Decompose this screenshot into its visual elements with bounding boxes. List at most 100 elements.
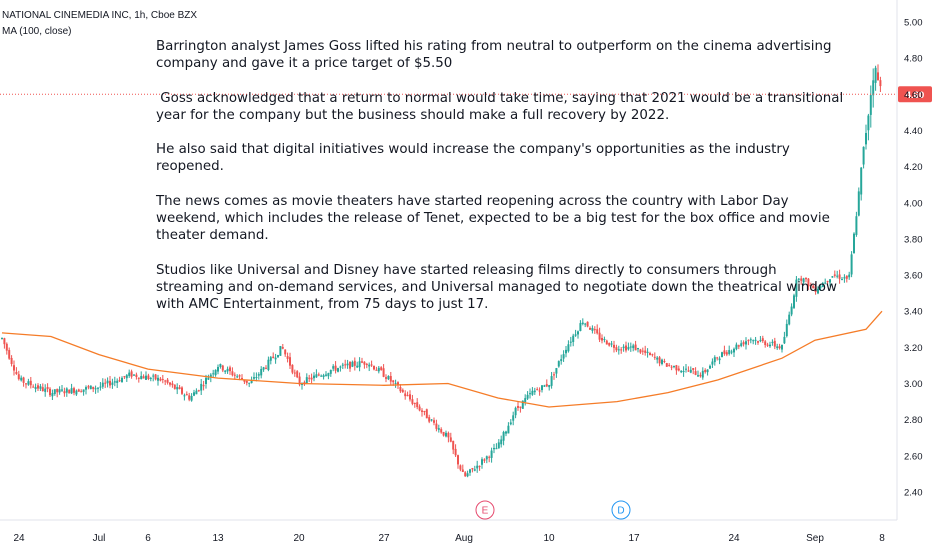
candle-body [764, 341, 767, 346]
candle-body [137, 377, 140, 379]
candle-body [800, 278, 803, 281]
note-paragraph: Barrington analyst James Goss lifted his… [156, 39, 836, 72]
candle-body [699, 374, 702, 377]
candle-body [229, 367, 231, 372]
candle-body [363, 361, 366, 365]
candle-body [181, 387, 183, 394]
candle-body [313, 375, 315, 379]
candle-body [339, 366, 342, 368]
candle-body [610, 343, 613, 345]
candle-body [370, 364, 373, 366]
event-circle [611, 500, 631, 520]
candle-body [173, 384, 176, 389]
candle-body [219, 364, 222, 367]
candle-body [65, 388, 68, 393]
candle-body [502, 431, 505, 441]
candle-body [82, 389, 85, 392]
y-tick-label: 3.60 [904, 271, 923, 282]
candle-body [41, 387, 44, 392]
last-price-line-layer: 4.60 [0, 86, 932, 103]
candle-body [351, 361, 354, 367]
candle-body [829, 279, 831, 283]
candle-body [454, 448, 457, 456]
candle-body [867, 115, 870, 131]
candle-body [10, 357, 13, 364]
y-tick-label: 3.40 [904, 307, 923, 318]
candle-body [425, 409, 428, 419]
y-tick-label: 4.20 [904, 162, 923, 173]
candle-body [233, 374, 236, 376]
candle-body [445, 432, 447, 437]
candle-body [413, 403, 416, 405]
candle-body [399, 387, 402, 392]
candle-body [46, 386, 49, 389]
candle-body [788, 314, 791, 325]
candle-body [625, 345, 627, 351]
candle-body [123, 376, 126, 378]
candle-body [843, 277, 846, 279]
candle-body [202, 385, 205, 387]
candle-body [392, 380, 395, 383]
note-paragraph: He also said that digital initiatives wo… [156, 142, 795, 175]
candle-body [327, 373, 330, 377]
candle-body [773, 340, 776, 347]
candle-body [89, 385, 92, 390]
candle-body [701, 370, 704, 378]
x-tick-label: 8 [879, 533, 885, 544]
candle-body [344, 364, 347, 366]
candle-body [769, 344, 771, 347]
chart-notes: Barrington analyst James Goss lifted his… [156, 38, 846, 330]
candle-body [543, 385, 546, 387]
candle-body [555, 368, 558, 374]
candle-body [574, 334, 577, 336]
candle-body [709, 365, 711, 369]
candle-body [622, 346, 625, 349]
candle-body [248, 382, 251, 384]
candle-body [548, 384, 551, 388]
candle-body [593, 329, 596, 331]
candle-body [286, 356, 289, 359]
candle-body [826, 280, 829, 282]
candle-body [661, 359, 663, 364]
candle-body [200, 383, 203, 391]
candle-body [469, 469, 471, 473]
candle-body [713, 357, 716, 363]
candle-body [106, 380, 109, 384]
candle-body [97, 387, 99, 389]
indicator-legend[interactable]: MA (100, close) [2, 26, 72, 37]
candle-body [104, 382, 107, 384]
candle-body [673, 366, 675, 368]
candle-body [226, 368, 229, 372]
candle-body [404, 393, 407, 397]
candle-body [473, 469, 476, 471]
candle-body [92, 386, 95, 390]
candle-body [135, 374, 138, 378]
note-paragraph: Goss acknowledged that a return to norma… [156, 90, 848, 123]
x-tick-label: 6 [145, 533, 151, 544]
candle-body [279, 346, 282, 356]
candle-body [615, 347, 618, 351]
candle-body [109, 380, 111, 386]
candle-body [874, 67, 877, 83]
candle-body [783, 336, 786, 344]
y-tick-label: 2.60 [904, 451, 923, 462]
candle-body [802, 278, 805, 283]
candle-body [152, 375, 155, 377]
candle-body [39, 386, 42, 389]
candle-body [665, 363, 668, 367]
candle-body [209, 374, 212, 378]
candle-body [128, 372, 131, 376]
candle-body [169, 382, 171, 385]
candle-body [541, 385, 543, 391]
candle-body [514, 407, 517, 416]
candle-body [245, 380, 248, 383]
candle-body [627, 347, 630, 350]
candle-body [805, 278, 807, 280]
candle-body [142, 376, 145, 379]
candle-body [457, 455, 459, 465]
candle-body [853, 233, 855, 254]
y-tick-label: 3.00 [904, 379, 923, 390]
